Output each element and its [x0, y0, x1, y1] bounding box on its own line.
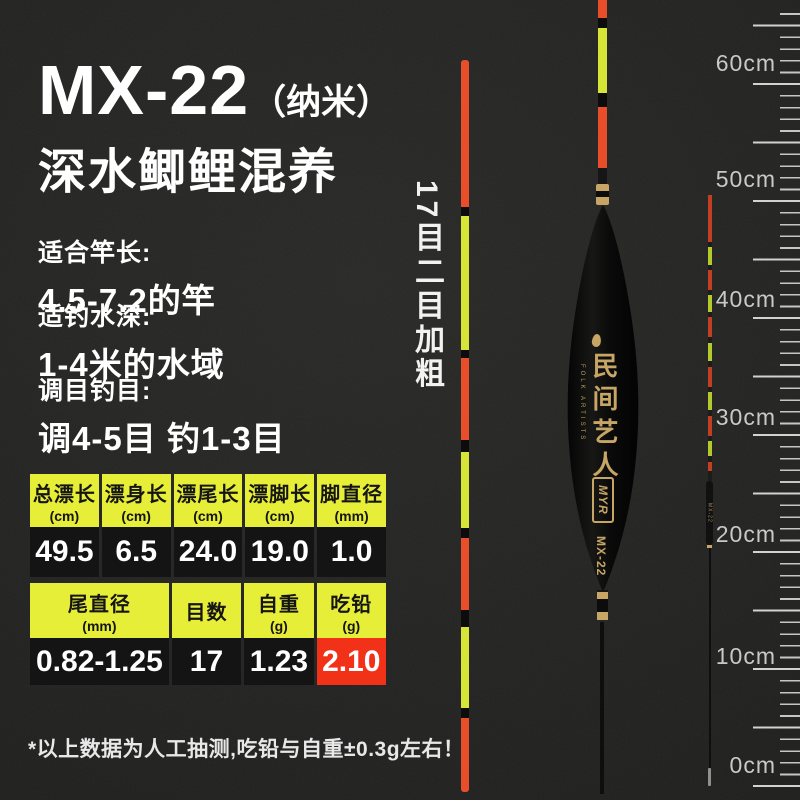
table-value-row-1: 49.5 6.5 24.0 19.0 1.0	[30, 527, 386, 577]
ruler-label: 0cm	[729, 752, 776, 778]
ruler-label: 50cm	[715, 166, 776, 192]
model-name: MX-22	[38, 51, 250, 129]
tail-segment-orange	[461, 358, 469, 440]
float-tail-magnified-image	[461, 60, 469, 792]
brand-logo-text: MYR	[596, 485, 610, 515]
table-value-cell: 17	[171, 638, 242, 685]
spec-label: 适合竿长:	[38, 239, 152, 267]
tail-divider	[461, 610, 469, 627]
gold-ring	[597, 612, 608, 620]
table-value-cell: 1.0	[317, 527, 386, 577]
float-model-label: MX-22	[594, 536, 608, 577]
tail-segment-yellow	[598, 28, 607, 93]
table-header-cell: 漂尾长 (cm)	[173, 474, 243, 527]
table-header-cell: 尾直径 (mm)	[30, 583, 169, 638]
table-header-cell: 总漂长 (cm)	[30, 474, 99, 527]
footnote: *以上数据为人工抽测,吃铅与自重±0.3g左右！	[28, 738, 465, 761]
table-value-cell: 19.0	[245, 527, 315, 577]
tail-segment-yellow	[461, 452, 469, 528]
table-header-cell: 目数	[171, 583, 242, 638]
vertical-feature-note: 17目二目加粗	[410, 180, 443, 392]
tail-divider	[598, 93, 607, 107]
spec-tuning: 调目钓目: 调4-5目 钓1-3目	[38, 371, 286, 460]
tail-divider	[598, 18, 607, 28]
tail-segment-yellow	[461, 627, 469, 708]
spec-value: 调4-5目 钓1-3目	[38, 420, 286, 457]
spec-table: 总漂长 (cm) 漂身长 (cm) 漂尾长 (cm) 漂脚长 (cm) 脚直径 …	[30, 474, 386, 685]
table-value-cell: 0.82-1.25	[30, 638, 169, 685]
tail-segment-orange	[598, 107, 607, 168]
tail-segment-orange	[461, 718, 469, 792]
table-header-row-2: 尾直径 (mm) 目数 自重 (g) 吃铅 (g)	[30, 583, 386, 638]
tail-divider	[461, 708, 469, 718]
table-header-cell: 脚直径 (mm)	[317, 474, 386, 527]
table-value-row-2: 0.82-1.25 17 1.23 2.10	[30, 638, 386, 685]
tail-segment-yellow	[461, 216, 469, 350]
ruler-major-ticks	[753, 12, 800, 787]
product-title: MX-22 （纳米）	[38, 50, 391, 130]
tail-divider	[461, 350, 469, 358]
brand-logo-box: MYR	[592, 477, 614, 523]
measurement-ruler: 60cm 50cm 40cm 30cm 20cm 10cm 0cm	[690, 0, 800, 800]
ruler-label: 40cm	[715, 286, 776, 312]
float-leg	[600, 622, 604, 794]
table-header-cell: 漂身长 (cm)	[101, 474, 171, 527]
table-header-cell: 吃铅 (g)	[316, 583, 386, 638]
table-header-row-1: 总漂长 (cm) 漂身长 (cm) 漂尾长 (cm) 漂脚长 (cm) 脚直径 …	[30, 474, 386, 527]
ruler-label: 20cm	[715, 521, 776, 547]
tail-segment-orange	[461, 538, 469, 610]
tail-segment-orange	[598, 0, 607, 18]
table-value-cell: 1.23	[244, 638, 314, 685]
ruler-label: 60cm	[715, 50, 776, 76]
tail-segment-orange	[461, 60, 469, 207]
table-header-cell: 自重 (g)	[244, 583, 314, 638]
table-header-cell: 漂脚长 (cm)	[245, 474, 315, 527]
tail-divider	[461, 207, 469, 216]
float-neck	[598, 168, 607, 184]
float-center-tail-top	[598, 0, 607, 184]
model-suffix: （纳米）	[251, 83, 392, 122]
float-bottom-gold-rings	[597, 590, 608, 620]
gold-ring	[597, 592, 608, 599]
table-value-cell: 6.5	[101, 527, 171, 577]
table-value-cell: 49.5	[30, 527, 99, 577]
float-neck-gold-rings	[596, 184, 609, 205]
gold-ring	[596, 197, 609, 205]
spec-label: 调目钓目:	[38, 377, 152, 405]
product-subtitle: 深水鲫鲤混养	[38, 146, 339, 199]
spec-label: 适钓水深:	[38, 303, 152, 331]
ring-divider	[597, 599, 608, 612]
gold-ring	[596, 184, 609, 191]
tail-divider	[461, 528, 469, 538]
table-value-cell-lead-weight-highlight: 2.10	[316, 638, 386, 685]
table-value-cell: 24.0	[173, 527, 243, 577]
tail-divider	[461, 440, 469, 452]
ruler-label: 10cm	[715, 643, 776, 669]
brand-name-english: FOLK ARTISTS	[579, 364, 585, 443]
brand-name-chinese: 民间艺人	[588, 352, 618, 484]
ruler-label: 30cm	[715, 404, 776, 430]
